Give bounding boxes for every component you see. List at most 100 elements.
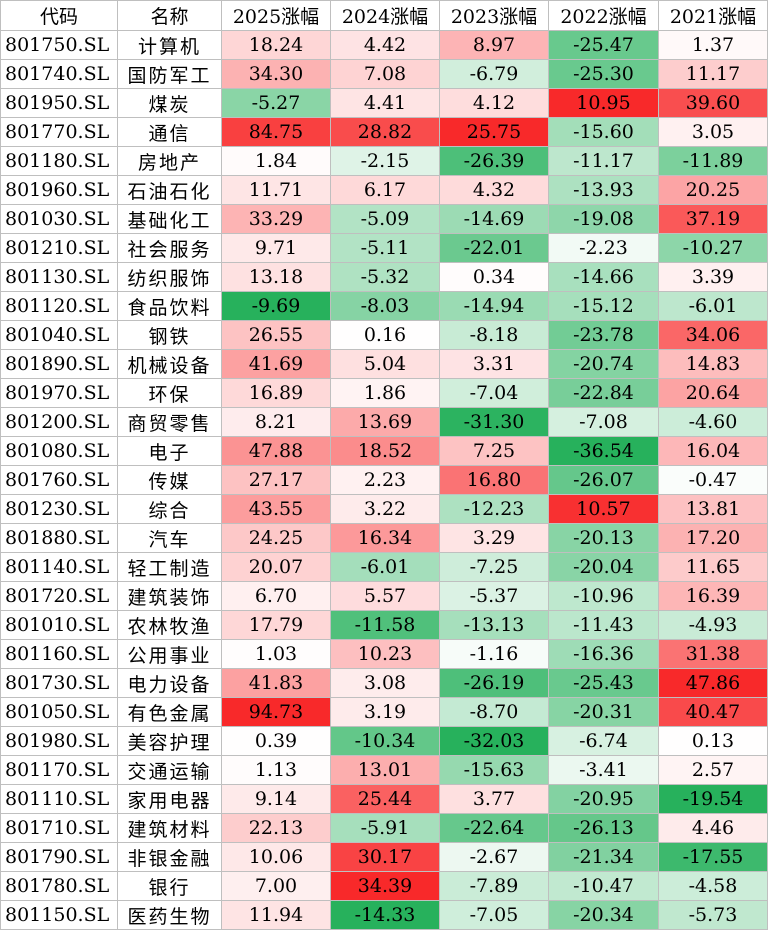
table-row: 801150.SL 医药生物 11.94 -14.33 -7.05 -20.34 -5.73 xyxy=(0,900,768,930)
table-row: 801950.SL 煤炭 -5.27 4.41 4.12 10.95 39.60 xyxy=(0,88,768,118)
return-cell-2023: 0.34 xyxy=(439,262,549,292)
header-2023: 2023涨幅 xyxy=(439,0,549,31)
return-cell-2025: -9.69 xyxy=(221,291,331,321)
return-cell-2021: 34.06 xyxy=(658,320,768,350)
return-cell-2021: 1.37 xyxy=(658,30,768,60)
name-cell: 传媒 xyxy=(117,465,222,495)
header-code: 代码 xyxy=(0,0,118,31)
table-row: 801880.SL 汽车 24.25 16.34 3.29 -20.13 17.20 xyxy=(0,523,768,553)
return-cell-2025: 1.13 xyxy=(221,755,331,785)
return-cell-2023: 8.97 xyxy=(439,30,549,60)
return-cell-2025: 7.00 xyxy=(221,871,331,901)
return-cell-2022: -21.34 xyxy=(548,842,659,872)
name-cell: 机械设备 xyxy=(117,349,222,379)
return-cell-2025: 17.79 xyxy=(221,610,331,640)
return-cell-2023: -1.16 xyxy=(439,639,549,669)
return-cell-2024: 6.17 xyxy=(330,175,440,205)
table-row: 801030.SL 基础化工 33.29 -5.09 -14.69 -19.08 37.19 xyxy=(0,204,768,234)
code-cell: 801720.SL xyxy=(0,581,118,611)
return-cell-2023: -7.04 xyxy=(439,378,549,408)
return-cell-2022: -15.60 xyxy=(548,117,659,147)
table-row: 801010.SL 农林牧渔 17.79 -11.58 -13.13 -11.43 -4.9… xyxy=(0,610,768,640)
return-cell-2023: -6.79 xyxy=(439,59,549,89)
name-cell: 国防军工 xyxy=(117,59,222,89)
return-cell-2024: 0.16 xyxy=(330,320,440,350)
table-row: 801180.SL 房地产 1.84 -2.15 -26.39 -11.17 -11.89 xyxy=(0,146,768,176)
return-cell-2025: 43.55 xyxy=(221,494,331,524)
code-cell: 801730.SL xyxy=(0,668,118,698)
return-cell-2025: 16.89 xyxy=(221,378,331,408)
return-cell-2022: -13.93 xyxy=(548,175,659,205)
return-cell-2023: -14.69 xyxy=(439,204,549,234)
return-cell-2022: -15.12 xyxy=(548,291,659,321)
name-cell: 交通运输 xyxy=(117,755,222,785)
return-cell-2022: -6.74 xyxy=(548,726,659,756)
return-cell-2023: -12.23 xyxy=(439,494,549,524)
header-row: 代码 名称 2025涨幅 2024涨幅 2023涨幅 2022涨幅 2021涨幅 xyxy=(0,0,768,31)
return-cell-2024: 7.08 xyxy=(330,59,440,89)
return-cell-2025: 0.39 xyxy=(221,726,331,756)
return-cell-2022: -22.84 xyxy=(548,378,659,408)
return-cell-2025: 94.73 xyxy=(221,697,331,727)
name-cell: 电力设备 xyxy=(117,668,222,698)
return-cell-2024: 5.57 xyxy=(330,581,440,611)
return-cell-2025: 9.71 xyxy=(221,233,331,263)
name-cell: 商贸零售 xyxy=(117,407,222,437)
return-cell-2021: 11.65 xyxy=(658,552,768,582)
table-row: 801120.SL 食品饮料 -9.69 -8.03 -14.94 -15.12 -6.01 xyxy=(0,291,768,321)
return-cell-2025: 6.70 xyxy=(221,581,331,611)
name-cell: 公用事业 xyxy=(117,639,222,669)
return-cell-2024: -8.03 xyxy=(330,291,440,321)
return-cell-2025: 18.24 xyxy=(221,30,331,60)
name-cell: 房地产 xyxy=(117,146,222,176)
return-cell-2023: -5.37 xyxy=(439,581,549,611)
return-cell-2025: 1.03 xyxy=(221,639,331,669)
return-cell-2021: 40.47 xyxy=(658,697,768,727)
return-cell-2021: -4.58 xyxy=(658,871,768,901)
return-cell-2025: -5.27 xyxy=(221,88,331,118)
return-cell-2025: 8.21 xyxy=(221,407,331,437)
return-cell-2022: -16.36 xyxy=(548,639,659,669)
return-cell-2024: 34.39 xyxy=(330,871,440,901)
return-cell-2025: 47.88 xyxy=(221,436,331,466)
table-row: 801140.SL 轻工制造 20.07 -6.01 -7.25 -20.04 11.65 xyxy=(0,552,768,582)
table-row: 801970.SL 环保 16.89 1.86 -7.04 -22.84 20.64 xyxy=(0,378,768,408)
return-cell-2025: 11.94 xyxy=(221,900,331,930)
name-cell: 通信 xyxy=(117,117,222,147)
code-cell: 801760.SL xyxy=(0,465,118,495)
return-cell-2023: -31.30 xyxy=(439,407,549,437)
code-cell: 801970.SL xyxy=(0,378,118,408)
code-cell: 801230.SL xyxy=(0,494,118,524)
code-cell: 801740.SL xyxy=(0,59,118,89)
return-cell-2024: -5.11 xyxy=(330,233,440,263)
code-cell: 801780.SL xyxy=(0,871,118,901)
return-cell-2025: 33.29 xyxy=(221,204,331,234)
code-cell: 801040.SL xyxy=(0,320,118,350)
return-cell-2025: 26.55 xyxy=(221,320,331,350)
table-row: 801110.SL 家用电器 9.14 25.44 3.77 -20.95 -19.54 xyxy=(0,784,768,814)
return-cell-2023: 16.80 xyxy=(439,465,549,495)
return-cell-2022: -20.13 xyxy=(548,523,659,553)
return-cell-2021: 47.86 xyxy=(658,668,768,698)
code-cell: 801710.SL xyxy=(0,813,118,843)
return-cell-2024: 28.82 xyxy=(330,117,440,147)
return-cell-2025: 1.84 xyxy=(221,146,331,176)
return-cell-2021: -0.47 xyxy=(658,465,768,495)
return-cell-2021: 16.04 xyxy=(658,436,768,466)
return-cell-2021: 16.39 xyxy=(658,581,768,611)
return-cell-2024: 1.86 xyxy=(330,378,440,408)
return-cell-2022: -11.17 xyxy=(548,146,659,176)
return-cell-2023: 3.31 xyxy=(439,349,549,379)
table-row: 801160.SL 公用事业 1.03 10.23 -1.16 -16.36 31.38 xyxy=(0,639,768,669)
return-cell-2024: 3.22 xyxy=(330,494,440,524)
return-cell-2022: -20.74 xyxy=(548,349,659,379)
return-cell-2024: -14.33 xyxy=(330,900,440,930)
return-cell-2022: -23.78 xyxy=(548,320,659,350)
code-cell: 801010.SL xyxy=(0,610,118,640)
table-row: 801770.SL 通信 84.75 28.82 25.75 -15.60 3.05 xyxy=(0,117,768,147)
table-row: 801130.SL 纺织服饰 13.18 -5.32 0.34 -14.66 3.39 xyxy=(0,262,768,292)
return-cell-2022: -20.95 xyxy=(548,784,659,814)
name-cell: 基础化工 xyxy=(117,204,222,234)
return-cell-2022: -20.34 xyxy=(548,900,659,930)
